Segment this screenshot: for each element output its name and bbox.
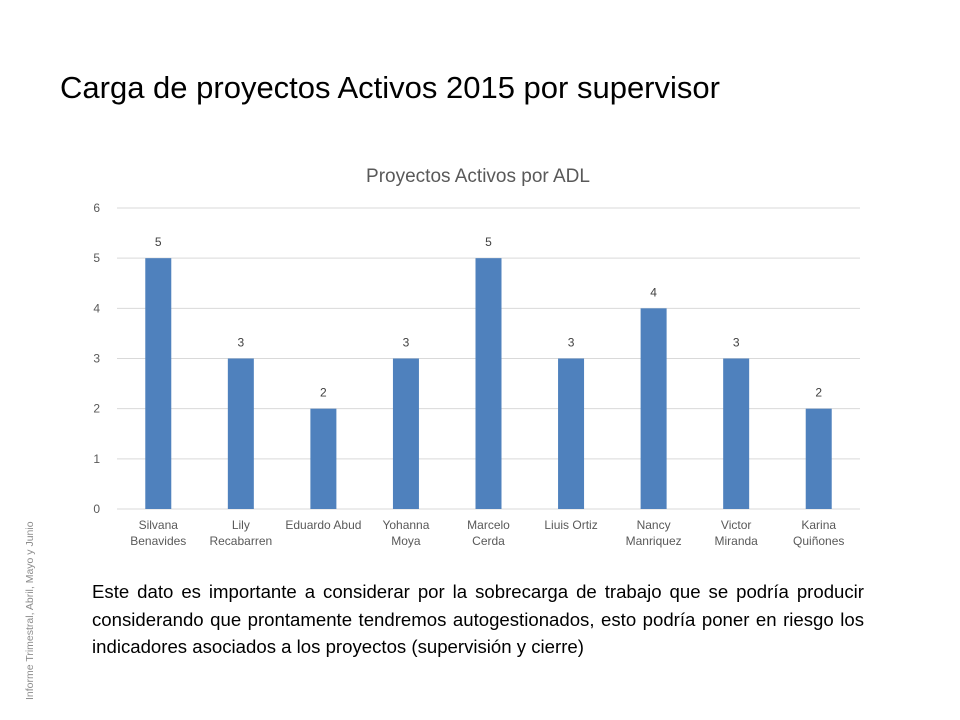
y-axis-ticks: 0 1 2 3 4 5 6 [93, 201, 100, 516]
x-tick-label-line: Silvana [139, 518, 179, 532]
x-tick-label: Nancy Manriquez [626, 518, 682, 548]
x-tick-label: Liuis Ortiz [544, 518, 597, 532]
x-tick-label-line: Miranda [714, 534, 758, 548]
x-tick-label: Yohanna Moya [382, 518, 429, 548]
bar [723, 358, 750, 509]
x-tick-label-line: Liuis Ortiz [544, 518, 597, 532]
x-tick-label-line: Marcelo [467, 518, 510, 532]
data-label: 4 [650, 285, 657, 299]
data-label: 3 [568, 336, 575, 350]
data-label: 5 [155, 235, 162, 249]
body-text: Este dato es importante a considerar por… [92, 581, 864, 658]
bar [558, 358, 585, 509]
x-tick-label: Silvana Benavides [130, 518, 186, 548]
y-tick-label: 4 [93, 301, 100, 315]
bar [145, 258, 172, 509]
x-tick-label: Lily Recabarren [209, 518, 272, 548]
x-tick-label-line: Lily [232, 518, 250, 532]
slide-title: Carga de proyectos Activos 2015 por supe… [60, 70, 720, 105]
bar [805, 408, 832, 509]
y-tick-label: 3 [93, 352, 100, 366]
x-tick-label-line: Quiñones [793, 534, 844, 548]
x-tick-label-line: Moya [391, 534, 421, 548]
x-tick-label: Eduardo Abud [285, 518, 361, 532]
x-tick-label-line: Manriquez [626, 534, 682, 548]
bar [392, 358, 419, 509]
x-axis-labels: Silvana Benavides Lily Recabarren Eduardo Ab… [130, 518, 844, 548]
x-tick-label-line: Eduardo Abud [285, 518, 361, 532]
data-label: 2 [815, 386, 822, 400]
data-label: 3 [237, 336, 244, 350]
y-tick-label: 5 [93, 251, 100, 265]
x-tick-label-line: Yohanna [382, 518, 429, 532]
bars [145, 258, 832, 509]
data-label: 2 [320, 386, 327, 400]
x-tick-label: Victor Miranda [714, 518, 758, 548]
bar [475, 258, 502, 509]
x-tick-label: Marcelo Cerda [467, 518, 510, 548]
x-tick-label: Karina Quiñones [793, 518, 844, 548]
x-tick-label-line: Karina [801, 518, 836, 532]
bar [227, 358, 254, 509]
y-tick-label: 2 [93, 402, 100, 416]
x-tick-label-line: Nancy [637, 518, 671, 532]
bar [640, 308, 667, 509]
data-label: 3 [403, 336, 410, 350]
y-tick-label: 1 [93, 452, 100, 466]
data-label: 5 [485, 235, 492, 249]
x-tick-label-line: Victor [721, 518, 751, 532]
x-tick-label-line: Recabarren [209, 534, 272, 548]
side-note: Informe Trimestral, Abril, Mayo y Junio [24, 521, 36, 700]
x-tick-label-line: Benavides [130, 534, 186, 548]
data-labels: 5 3 2 3 5 3 4 3 2 [155, 235, 822, 399]
data-label: 3 [733, 336, 740, 350]
y-tick-label: 6 [93, 201, 100, 215]
bar [310, 408, 337, 509]
y-tick-label: 0 [93, 502, 100, 516]
x-tick-label-line: Cerda [472, 534, 505, 548]
chart-title: Proyectos Activos por ADL [366, 166, 590, 187]
